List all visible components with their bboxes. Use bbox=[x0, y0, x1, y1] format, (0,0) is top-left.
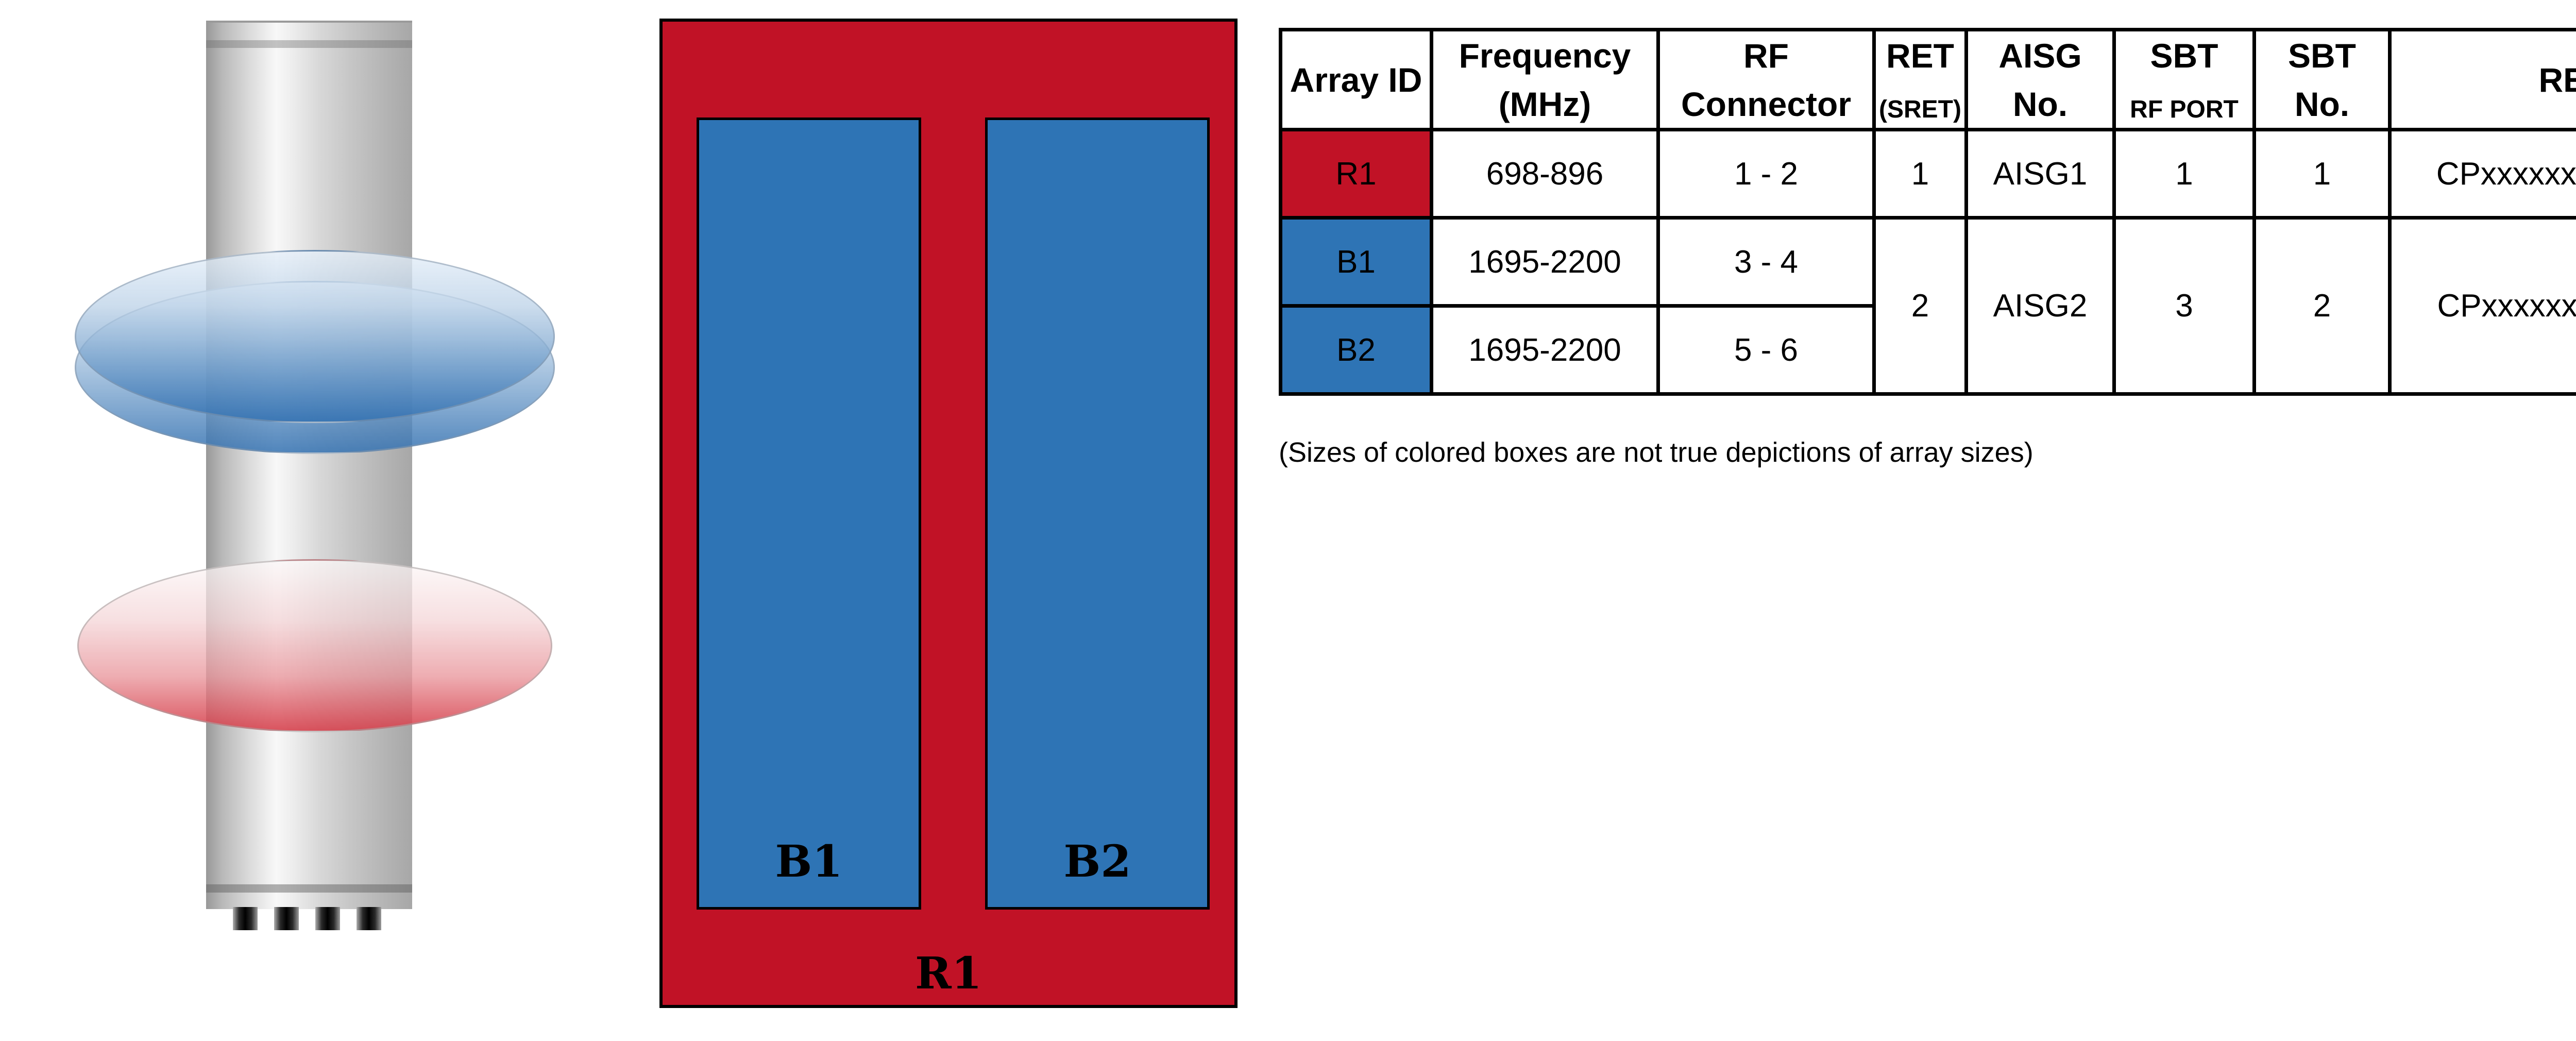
array-diagram-b1-box: B1 bbox=[697, 117, 921, 910]
antenna-top-seam bbox=[206, 40, 412, 48]
col-header-rf-connector: RF Connector bbox=[1656, 28, 1876, 131]
cell-b-shared-ret-uid: CPxxxxxxxxxxxxxxxxB1 bbox=[2388, 216, 2576, 396]
cell-b-shared-sbt-no: 2 bbox=[2252, 216, 2392, 396]
cell-b-shared-ret: 2 bbox=[1872, 216, 1968, 396]
table-row-b1: B1 1695-2200 3 - 4 2 AISG2 3 2 CPxxxxxxx… bbox=[1279, 216, 2576, 396]
array-diagram-r1-box: B1 B2 R1 bbox=[659, 19, 1238, 1008]
col-header-ret-uid: RET UID bbox=[2388, 28, 2576, 131]
antenna-body bbox=[206, 21, 412, 909]
cell-b1-rf-connector: 3 - 4 bbox=[1656, 216, 1876, 308]
cell-b2-frequency: 1695-2200 bbox=[1430, 304, 1660, 396]
array-diagram-b2-box: B2 bbox=[985, 117, 1210, 910]
cell-r1-sbt-rf-port: 1 bbox=[2112, 128, 2256, 220]
cell-r1-frequency: 698-896 bbox=[1430, 128, 1660, 220]
antenna-connector-foot bbox=[357, 907, 381, 930]
cell-r1-aisg-no: AISG1 bbox=[1964, 128, 2116, 220]
red-beam-ellipse bbox=[77, 559, 552, 732]
antenna-bottom-seam bbox=[206, 884, 412, 893]
blue-beam-upper-ellipse bbox=[75, 250, 555, 423]
table-row-b2: B2 1695-2200 5 - 6 bbox=[1279, 304, 2576, 396]
cell-b2-rf-connector: 5 - 6 bbox=[1656, 304, 1876, 396]
col-header-sbt-rf-port: SBT RF PORT bbox=[2112, 28, 2256, 131]
array-label-r1: R1 bbox=[915, 948, 982, 999]
cell-b2-array-id: B2 bbox=[1279, 304, 1433, 396]
col-header-frequency: Frequency (MHz) bbox=[1430, 28, 1660, 131]
col-header-array-id: Array ID bbox=[1279, 28, 1433, 131]
antenna-connector-foot bbox=[315, 907, 340, 930]
cell-r1-ret-uid: CPxxxxxxxxxxxxxxxxR1 bbox=[2388, 128, 2576, 220]
antenna-connector-foot bbox=[233, 907, 258, 930]
cell-r1-array-id: R1 bbox=[1279, 128, 1433, 220]
col-header-aisg-no: AISG No. bbox=[1964, 28, 2116, 131]
cell-r1-rf-connector: 1 - 2 bbox=[1656, 128, 1876, 220]
table-header-row: Array ID Frequency (MHz) RF Connector RET(… bbox=[1279, 28, 2576, 131]
cell-r1-ret: 1 bbox=[1872, 128, 1968, 220]
cell-b-shared-aisg-no: AISG2 bbox=[1964, 216, 2116, 396]
note-array-sizes: (Sizes of colored boxes are not true dep… bbox=[1279, 437, 2033, 468]
cell-b1-frequency: 1695-2200 bbox=[1430, 216, 1660, 308]
cell-r1-sbt-no: 1 bbox=[2252, 128, 2392, 220]
antenna-connector-foot bbox=[274, 907, 299, 930]
array-label-b1: B1 bbox=[775, 836, 843, 887]
cell-b-shared-sbt-rf-port: 3 bbox=[2112, 216, 2256, 396]
ports-table: Array ID Frequency (MHz) RF Connector RET(… bbox=[1279, 28, 2576, 396]
cell-b1-array-id: B1 bbox=[1279, 216, 1433, 308]
table-row-r1: R1 698-896 1 - 2 1 AISG1 1 1 CPxxxxxxxxx… bbox=[1279, 128, 2576, 220]
array-label-b2: B2 bbox=[1063, 836, 1131, 887]
col-header-ret-sret: RET (SRET) bbox=[1872, 28, 1968, 131]
col-header-sbt-no: SBT No. bbox=[2252, 28, 2392, 131]
